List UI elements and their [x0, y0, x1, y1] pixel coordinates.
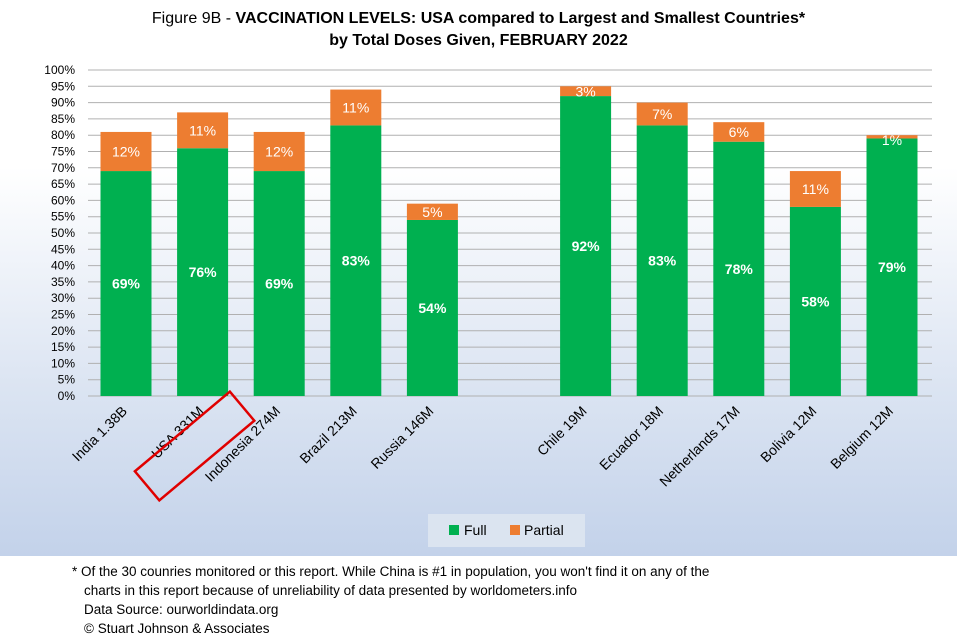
bar-full [713, 141, 765, 396]
y-tick-label: 40% [51, 259, 75, 273]
bar-partial [253, 131, 305, 172]
data-label-partial: 1% [882, 132, 902, 148]
data-label-partial: 7% [652, 106, 672, 122]
x-tick-label: Netherlands 17M [656, 403, 743, 490]
bar-full [330, 125, 382, 397]
data-label-full: 76% [189, 264, 218, 280]
data-label-partial: 12% [265, 144, 293, 160]
title-line2: by Total Doses Given, FEBRUARY 2022 [329, 32, 628, 49]
data-label-partial: 11% [802, 181, 829, 197]
y-tick-label: 30% [51, 291, 75, 305]
x-tick-label: Belgium 12M [827, 403, 896, 472]
x-tick-label: Brazil 213M [296, 403, 360, 467]
bar-full [253, 171, 305, 396]
data-label-partial: 11% [342, 99, 369, 115]
x-tick-label: India 1.38B [69, 403, 130, 464]
footnote-source: Data Source: ourworldindata.org [84, 602, 279, 617]
y-tick-label: 15% [51, 340, 75, 354]
bar-partial [713, 122, 765, 142]
title-prefix: Figure 9B - [151, 10, 236, 27]
legend-swatch-partial [510, 525, 520, 535]
data-label-full: 79% [878, 259, 907, 275]
data-label-full: 69% [265, 276, 294, 292]
data-label-partial: 6% [729, 124, 749, 140]
bar-partial [636, 102, 688, 126]
data-label-full: 83% [648, 253, 677, 269]
y-tick-label: 60% [51, 193, 75, 207]
y-tick-label: 55% [51, 210, 75, 224]
data-label-full: 69% [112, 276, 141, 292]
y-tick-label: 35% [51, 275, 75, 289]
footnote: * Of the 30 counries monitored or this r… [72, 562, 709, 638]
data-label-partial: 12% [112, 144, 140, 160]
bar-partial [406, 203, 458, 220]
footnote-line2: charts in this report because of unrelia… [84, 583, 578, 598]
data-label-full: 83% [342, 253, 371, 269]
bar-partial [100, 131, 152, 172]
y-tick-label: 95% [51, 79, 75, 93]
y-tick-label: 65% [51, 177, 75, 191]
bar-full [560, 96, 612, 396]
y-tick-label: 70% [51, 161, 75, 175]
bar-partial [866, 135, 918, 139]
y-tick-label: 10% [51, 356, 75, 370]
y-tick-label: 85% [51, 112, 75, 126]
x-tick-label: Bolivia 12M [757, 403, 819, 465]
bar-full [789, 206, 841, 396]
data-label-full: 58% [801, 293, 830, 309]
y-tick-label: 80% [51, 128, 75, 142]
x-tick-label: Russia 146M [367, 403, 436, 472]
legend-swatch-full [449, 525, 459, 535]
bar-full [406, 219, 458, 396]
bar-partial [560, 86, 612, 97]
y-tick-label: 25% [51, 308, 75, 322]
data-label-partial: 5% [422, 204, 442, 220]
bar-full [100, 171, 152, 396]
stacked-bar-chart: 0% 5% 10% 15% 20% 25% 30% 35% 40% 45% 50% 55% 60% 65%… [44, 63, 932, 547]
x-tick-label: Chile 19M [534, 403, 590, 459]
bar-full [177, 148, 229, 396]
legend-label-partial: Partial [524, 522, 564, 538]
bar-partial [330, 89, 382, 126]
chart-title: Figure 9B - VACCINATION LEVELS: USA comp… [0, 8, 957, 52]
x-tick-label: Ecuador 18M [596, 403, 666, 473]
bar-partial [789, 171, 841, 207]
bar-full [636, 125, 688, 397]
y-tick-label: 90% [51, 96, 75, 110]
data-label-full: 92% [572, 238, 601, 254]
bar-full [866, 138, 918, 396]
data-label-full: 54% [418, 300, 447, 316]
y-tick-label: 50% [51, 226, 75, 240]
data-label-partial: 3% [575, 83, 595, 99]
footnote-line1: * Of the 30 counries monitored or this r… [72, 564, 710, 579]
y-tick-label: 20% [51, 324, 75, 338]
data-label-partial: 11% [189, 122, 216, 138]
legend-label-full: Full [464, 522, 487, 538]
x-tick-label: Indonesia 274M [202, 403, 284, 485]
y-tick-label: 45% [51, 242, 75, 256]
data-label-full: 78% [725, 261, 754, 277]
y-tick-label: 75% [51, 145, 75, 159]
bar-partial [177, 112, 229, 149]
y-tick-label: 100% [44, 63, 75, 77]
y-tick-label: 5% [58, 373, 76, 387]
title-bold: VACCINATION LEVELS: USA compared to Larg… [235, 10, 806, 27]
footnote-copyright: © Stuart Johnson & Associates [84, 621, 270, 636]
highlight-box [133, 389, 257, 503]
y-tick-label: 0% [58, 389, 76, 403]
